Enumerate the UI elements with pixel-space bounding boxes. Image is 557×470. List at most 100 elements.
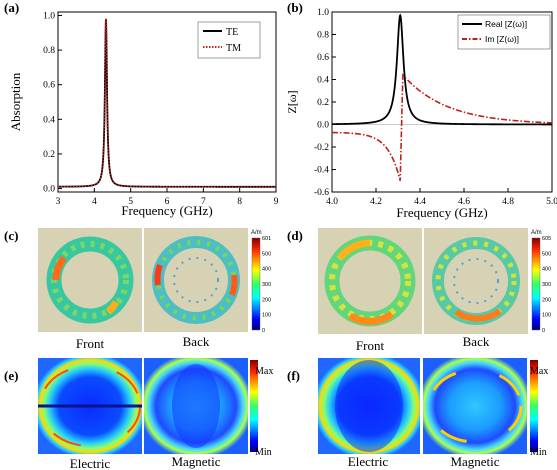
x-tick-label: 4.2: [370, 197, 382, 207]
plot-b-y-axis-label: Z[ω]: [285, 90, 299, 113]
electric-label-f: Electric: [348, 454, 389, 469]
colorbar-tick-label: 400: [542, 267, 551, 273]
plot-a-x-ticks: 3 4 5 6 7 8 9: [56, 188, 279, 207]
legend-te-label: TE: [226, 27, 238, 38]
magnetic-field-hotspot-f: [427, 368, 523, 444]
legend-real-label: Real [Z(ω)]: [485, 19, 527, 29]
plot-b-x-ticks: 4.0 4.2 4.4 4.6 4.8 5.0: [326, 188, 557, 207]
colorbar-e-max: Max: [255, 366, 273, 377]
colorbar-tick-label: 300: [542, 282, 551, 288]
y-tick-label: -0.4: [314, 166, 329, 176]
panel-label-d: (d): [287, 228, 303, 243]
series-tm-line: [58, 18, 276, 188]
current-d-front-hot-top: [337, 239, 371, 261]
panel-label-e: (e): [4, 368, 18, 383]
colorbar-tick-label: 200: [542, 297, 551, 303]
y-tick-label: 1.0: [43, 11, 55, 21]
field-distribution-map-e: (e) Electric Magnetic Max Min: [4, 358, 273, 470]
plot-b-series: [332, 13, 553, 181]
current-d-front-hot-bottom: [348, 311, 395, 325]
colorbar-c: [251, 237, 261, 331]
current-d-back-label: Back: [463, 334, 490, 349]
current-back-hot-right: [229, 274, 238, 297]
surface-current-map-c: (c) Front Back A/m 0 100 200 300 400 500 601: [4, 228, 271, 351]
colorbar-tick-label: 601: [262, 236, 271, 242]
colorbar-tick-label: 100: [262, 313, 271, 319]
current-back-hot-left: [154, 263, 163, 286]
legend-imag-label: Im [Z(ω)]: [485, 34, 519, 44]
current-d-back-inner-arrows: [453, 258, 499, 304]
series-real-z-line: [332, 13, 552, 126]
current-front-hot-left: [52, 255, 67, 281]
colorbar-tick-label: 0: [542, 328, 545, 334]
magnetic-label-f: Magnetic: [450, 454, 499, 469]
colorbar-tick-label: 0: [262, 328, 265, 334]
plot-a-y-axis-label: Absorption: [8, 72, 23, 131]
colorbar-tick-label: 400: [262, 267, 271, 273]
x-tick-label: 7: [201, 197, 206, 207]
y-tick-label: 1.0: [317, 8, 329, 18]
x-tick-label: 8: [237, 197, 242, 207]
colorbar-f: [530, 360, 538, 452]
colorbar-tick-label: 500: [262, 251, 271, 257]
electric-label-e: Electric: [70, 456, 111, 470]
plot-a-y-ticks: 0.0 0.2 0.4 0.6 0.8 1.0: [43, 11, 62, 195]
current-front-hot-right: [105, 300, 120, 315]
impedance-chart: (b) 4.0 4.2 4.4 4.6 4.8 5.0 -0.6 -0.4 -0.2 0.0 0.…: [285, 0, 557, 220]
magnetic-field-map-f: [423, 358, 527, 454]
plot-a-legend: TE TM: [197, 21, 261, 59]
x-tick-label: 4: [92, 197, 97, 207]
colorbar-c-ticks: 0 100 200 300 400 500 601: [262, 236, 271, 334]
plot-b-legend: Real [Z(ω)] Im [Z(ω)]: [457, 14, 551, 50]
electric-field-core-f: [335, 360, 403, 452]
panel-label-b: (b): [287, 0, 303, 15]
colorbar-d: [531, 237, 541, 331]
panel-label-c: (c): [4, 228, 18, 243]
y-tick-label: 0.0: [43, 185, 55, 195]
legend-tm-label: TM: [226, 43, 241, 54]
y-tick-label: 0.2: [317, 98, 329, 108]
y-tick-label: 0.4: [317, 76, 329, 86]
x-tick-label: 6: [165, 197, 170, 207]
x-tick-label: 4.6: [458, 197, 470, 207]
colorbar-d-unit: A/m: [531, 230, 542, 236]
y-tick-label: 0.6: [317, 53, 329, 63]
plot-a-series: [58, 18, 276, 188]
plot-b-legend-box: [457, 14, 551, 50]
y-tick-label: 0.2: [43, 150, 55, 160]
current-d-back-ring-arrows: [435, 240, 517, 322]
colorbar-tick-label: 100: [542, 313, 551, 319]
x-tick-label: 4.4: [414, 197, 426, 207]
y-tick-label: -0.6: [314, 188, 329, 198]
plot-a-legend-box: [197, 21, 261, 59]
colorbar-f-min: Min: [530, 447, 547, 458]
colorbar-tick-label: 500: [542, 251, 551, 257]
colorbar-f-max: Max: [530, 366, 548, 377]
colorbar-d-ticks: 0 100 200 300 400 500 605: [542, 236, 551, 334]
y-tick-label: 0.8: [317, 31, 329, 41]
x-tick-label: 4.8: [502, 197, 514, 207]
plot-b-x-axis-label: Frequency (GHz): [396, 205, 487, 220]
colorbar-tick-label: 300: [262, 282, 271, 288]
surface-current-map-d: (d) Front Back A/m 0 100 200 300 400 500 605: [287, 228, 551, 353]
x-tick-label: 9: [274, 197, 279, 207]
y-tick-label: -0.2: [314, 143, 329, 153]
current-back-label: Back: [183, 334, 210, 349]
y-tick-label: 0.0: [317, 121, 329, 131]
colorbar-e: [250, 360, 258, 452]
y-tick-label: 0.6: [43, 81, 55, 91]
magnetic-field-core-e: [172, 364, 220, 448]
current-back-inner-arrows: [173, 257, 219, 303]
current-d-front-label: Front: [356, 338, 385, 353]
panel-label-a: (a): [4, 0, 19, 15]
colorbar-tick-label: 200: [262, 297, 271, 303]
y-tick-label: 0.8: [43, 46, 55, 56]
magnetic-label-e: Magnetic: [171, 454, 220, 469]
plot-a-x-axis-label: Frequency (GHz): [121, 203, 212, 218]
current-d-back-hot-bottom: [454, 308, 502, 322]
absorption-chart: (a) 3 4 5 6 7 8 9 0.0 0.2 0.4 0.6 0.8 1.0 Frequency…: [4, 0, 279, 218]
colorbar-tick-label: 605: [542, 236, 551, 242]
x-tick-label: 4.0: [326, 197, 338, 207]
x-tick-label: 3: [56, 197, 61, 207]
